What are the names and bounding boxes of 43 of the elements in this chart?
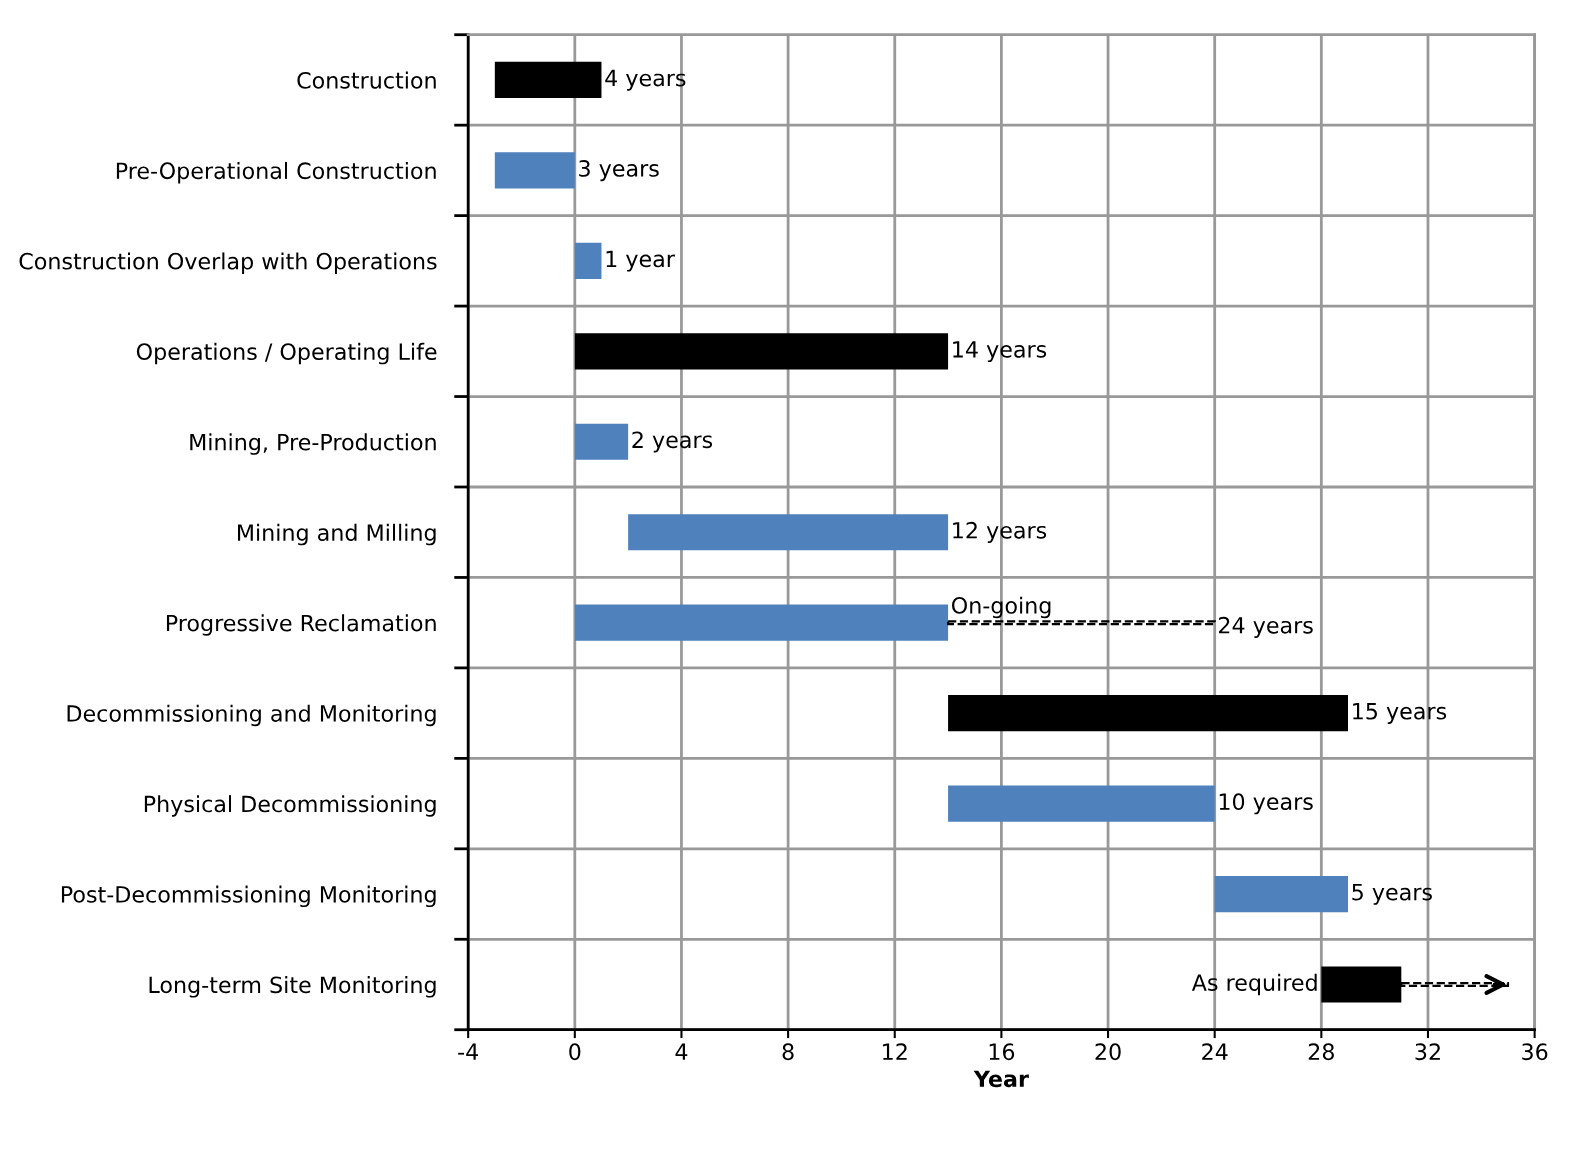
data-label: 15 years (1353, 703, 1447, 724)
x-tick-label: 8 (782, 1043, 794, 1061)
data-label: 1 year (606, 250, 675, 272)
x-tick-label: 12 (883, 1043, 907, 1060)
y-tick-label: Physical Decommissioning (144, 795, 436, 817)
data-label: 5 years (1352, 883, 1432, 905)
bar (1214, 875, 1348, 913)
x-tick-label: 4 (675, 1043, 688, 1060)
x-axis-title: Year (973, 1070, 1029, 1088)
data-label: 4 years (605, 69, 686, 91)
y-tick-label: Operations / Operating Life (136, 342, 437, 365)
x-tick-label: -4 (458, 1043, 478, 1060)
data-label: 14 years (953, 341, 1047, 363)
x-tick-label: 32 (1415, 1043, 1440, 1061)
annotation: On-going (951, 596, 1051, 619)
annotation: 24 years (1218, 616, 1313, 638)
x-tick-label: 24 (1202, 1043, 1228, 1060)
bar (574, 604, 949, 641)
data-label: 12 years (953, 521, 1047, 543)
x-tick-label: 20 (1095, 1043, 1121, 1061)
y-tick-label: Construction Overlap with Operations (19, 252, 437, 274)
x-tick-label: 16 (989, 1043, 1015, 1061)
data-label: 3 years (579, 160, 659, 182)
y-tick-label: Pre-Operational Construction (116, 161, 436, 184)
bar (948, 785, 1215, 822)
bar (946, 620, 1216, 626)
bar (494, 152, 575, 189)
y-tick-label: Long-term Site Monitoring (149, 976, 436, 998)
bar (574, 423, 629, 460)
y-tick-label: Progressive Reclamation (166, 614, 436, 636)
annotation: As required (1191, 973, 1317, 996)
data-label: 10 years (1219, 793, 1313, 815)
y-tick-label: Mining, Pre-Production (190, 433, 436, 455)
y-tick-label: Mining and Milling (238, 523, 436, 546)
data-label: 2 years (632, 431, 713, 453)
x-tick-label: 28 (1308, 1043, 1334, 1061)
x-tick-label: 0 (569, 1043, 581, 1061)
y-tick-label: Construction (297, 71, 436, 89)
x-tick-label: 36 (1522, 1043, 1548, 1061)
bar (628, 514, 949, 551)
y-tick-label: Post-Decommissioning Monitoring (61, 885, 436, 908)
y-tick-label: Decommissioning and Monitoring (67, 704, 436, 727)
bar (574, 242, 602, 279)
